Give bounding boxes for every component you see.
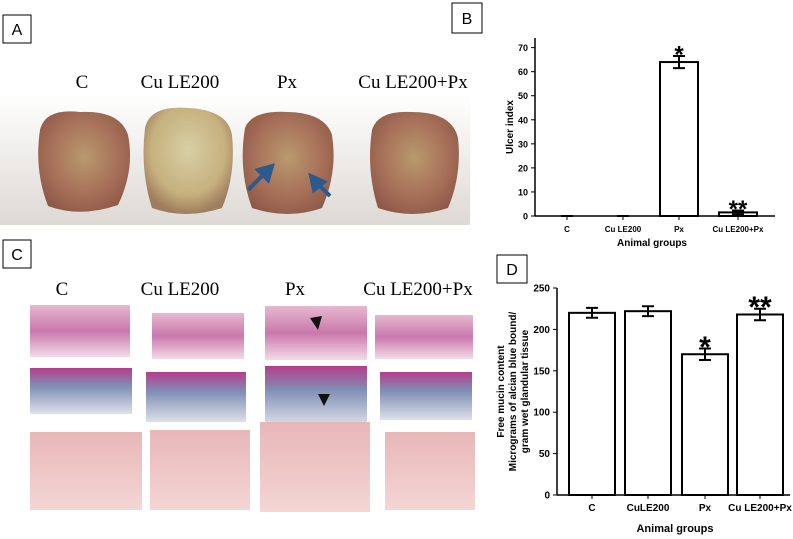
y-axis-label: Micrograms of alcian blue bound/ <box>508 312 519 472</box>
histology-images <box>30 305 475 512</box>
stomach-photo <box>370 111 459 214</box>
annotation: ** <box>748 291 772 324</box>
panel-box <box>2 239 32 269</box>
error-bar <box>754 307 766 322</box>
panel-box <box>496 254 528 284</box>
y-tick-label: 150 <box>533 366 550 377</box>
x-tick-label: CuLE200 <box>627 503 670 514</box>
x-tick-label: Cu LE200 <box>605 225 642 234</box>
y-axis-label: Free mucin content <box>496 345 507 438</box>
y-tick-label: 70 <box>518 43 528 53</box>
y-tick-label: 100 <box>533 408 550 419</box>
stomach-photo <box>38 111 131 212</box>
group-label: Px <box>285 279 306 300</box>
panel-label: D <box>506 262 518 279</box>
x-axis-label: Animal groups <box>636 523 713 535</box>
panel-label: B <box>462 11 473 28</box>
panel-label: A <box>12 22 23 39</box>
error-bar <box>642 305 654 318</box>
y-tick-label: 20 <box>518 163 528 173</box>
y-tick-label: 40 <box>518 115 528 125</box>
group-label: C <box>76 72 89 93</box>
y-tick-label: 200 <box>533 325 550 336</box>
x-tick-label: C <box>588 503 595 514</box>
y-tick-label: 0 <box>523 212 528 222</box>
group-label: Cu LE200+Px <box>358 72 468 93</box>
group-label: C <box>56 279 69 300</box>
bar <box>659 61 699 218</box>
y-tick-label: 250 <box>533 284 550 295</box>
bar <box>736 313 784 496</box>
error-bar <box>673 55 685 70</box>
panel-label: C <box>11 247 23 264</box>
y-tick-label: 60 <box>518 67 528 77</box>
annotation: ** <box>729 196 748 223</box>
annotation: * <box>699 331 711 364</box>
x-tick-label: Cu LE200+Px <box>728 503 792 514</box>
y-tick-label: 50 <box>518 91 528 101</box>
error-bar <box>732 209 744 216</box>
panel-box <box>451 2 483 34</box>
group-label: Cu LE200 <box>141 72 220 93</box>
stomach-photo <box>242 111 334 214</box>
annotation: * <box>674 41 684 68</box>
bar <box>681 353 729 496</box>
x-tick-label: Px <box>674 225 684 234</box>
y-axis-label: gram wet glandular tissue <box>520 329 531 453</box>
group-label: Px <box>277 72 298 93</box>
x-tick-label: C <box>564 225 570 234</box>
y-tick-label: 30 <box>518 139 528 149</box>
arrows <box>246 163 332 198</box>
y-axis-label: Ulcer index <box>505 100 516 154</box>
y-tick-label: 50 <box>539 449 551 460</box>
x-axis-label: Animal groups <box>617 238 687 249</box>
error-bar <box>586 306 598 319</box>
x-tick-label: Px <box>699 503 712 514</box>
panel-box <box>2 14 32 44</box>
error-bar <box>699 347 711 362</box>
bar <box>624 310 672 496</box>
y-tick-label: 0 <box>544 491 550 502</box>
stomach-photo <box>143 107 233 214</box>
x-tick-label: Cu LE200+Px <box>713 225 764 234</box>
group-label: Cu LE200 <box>141 279 220 300</box>
y-tick-label: 10 <box>518 187 528 197</box>
bar <box>568 311 616 496</box>
group-label: Cu LE200+Px <box>363 279 473 300</box>
